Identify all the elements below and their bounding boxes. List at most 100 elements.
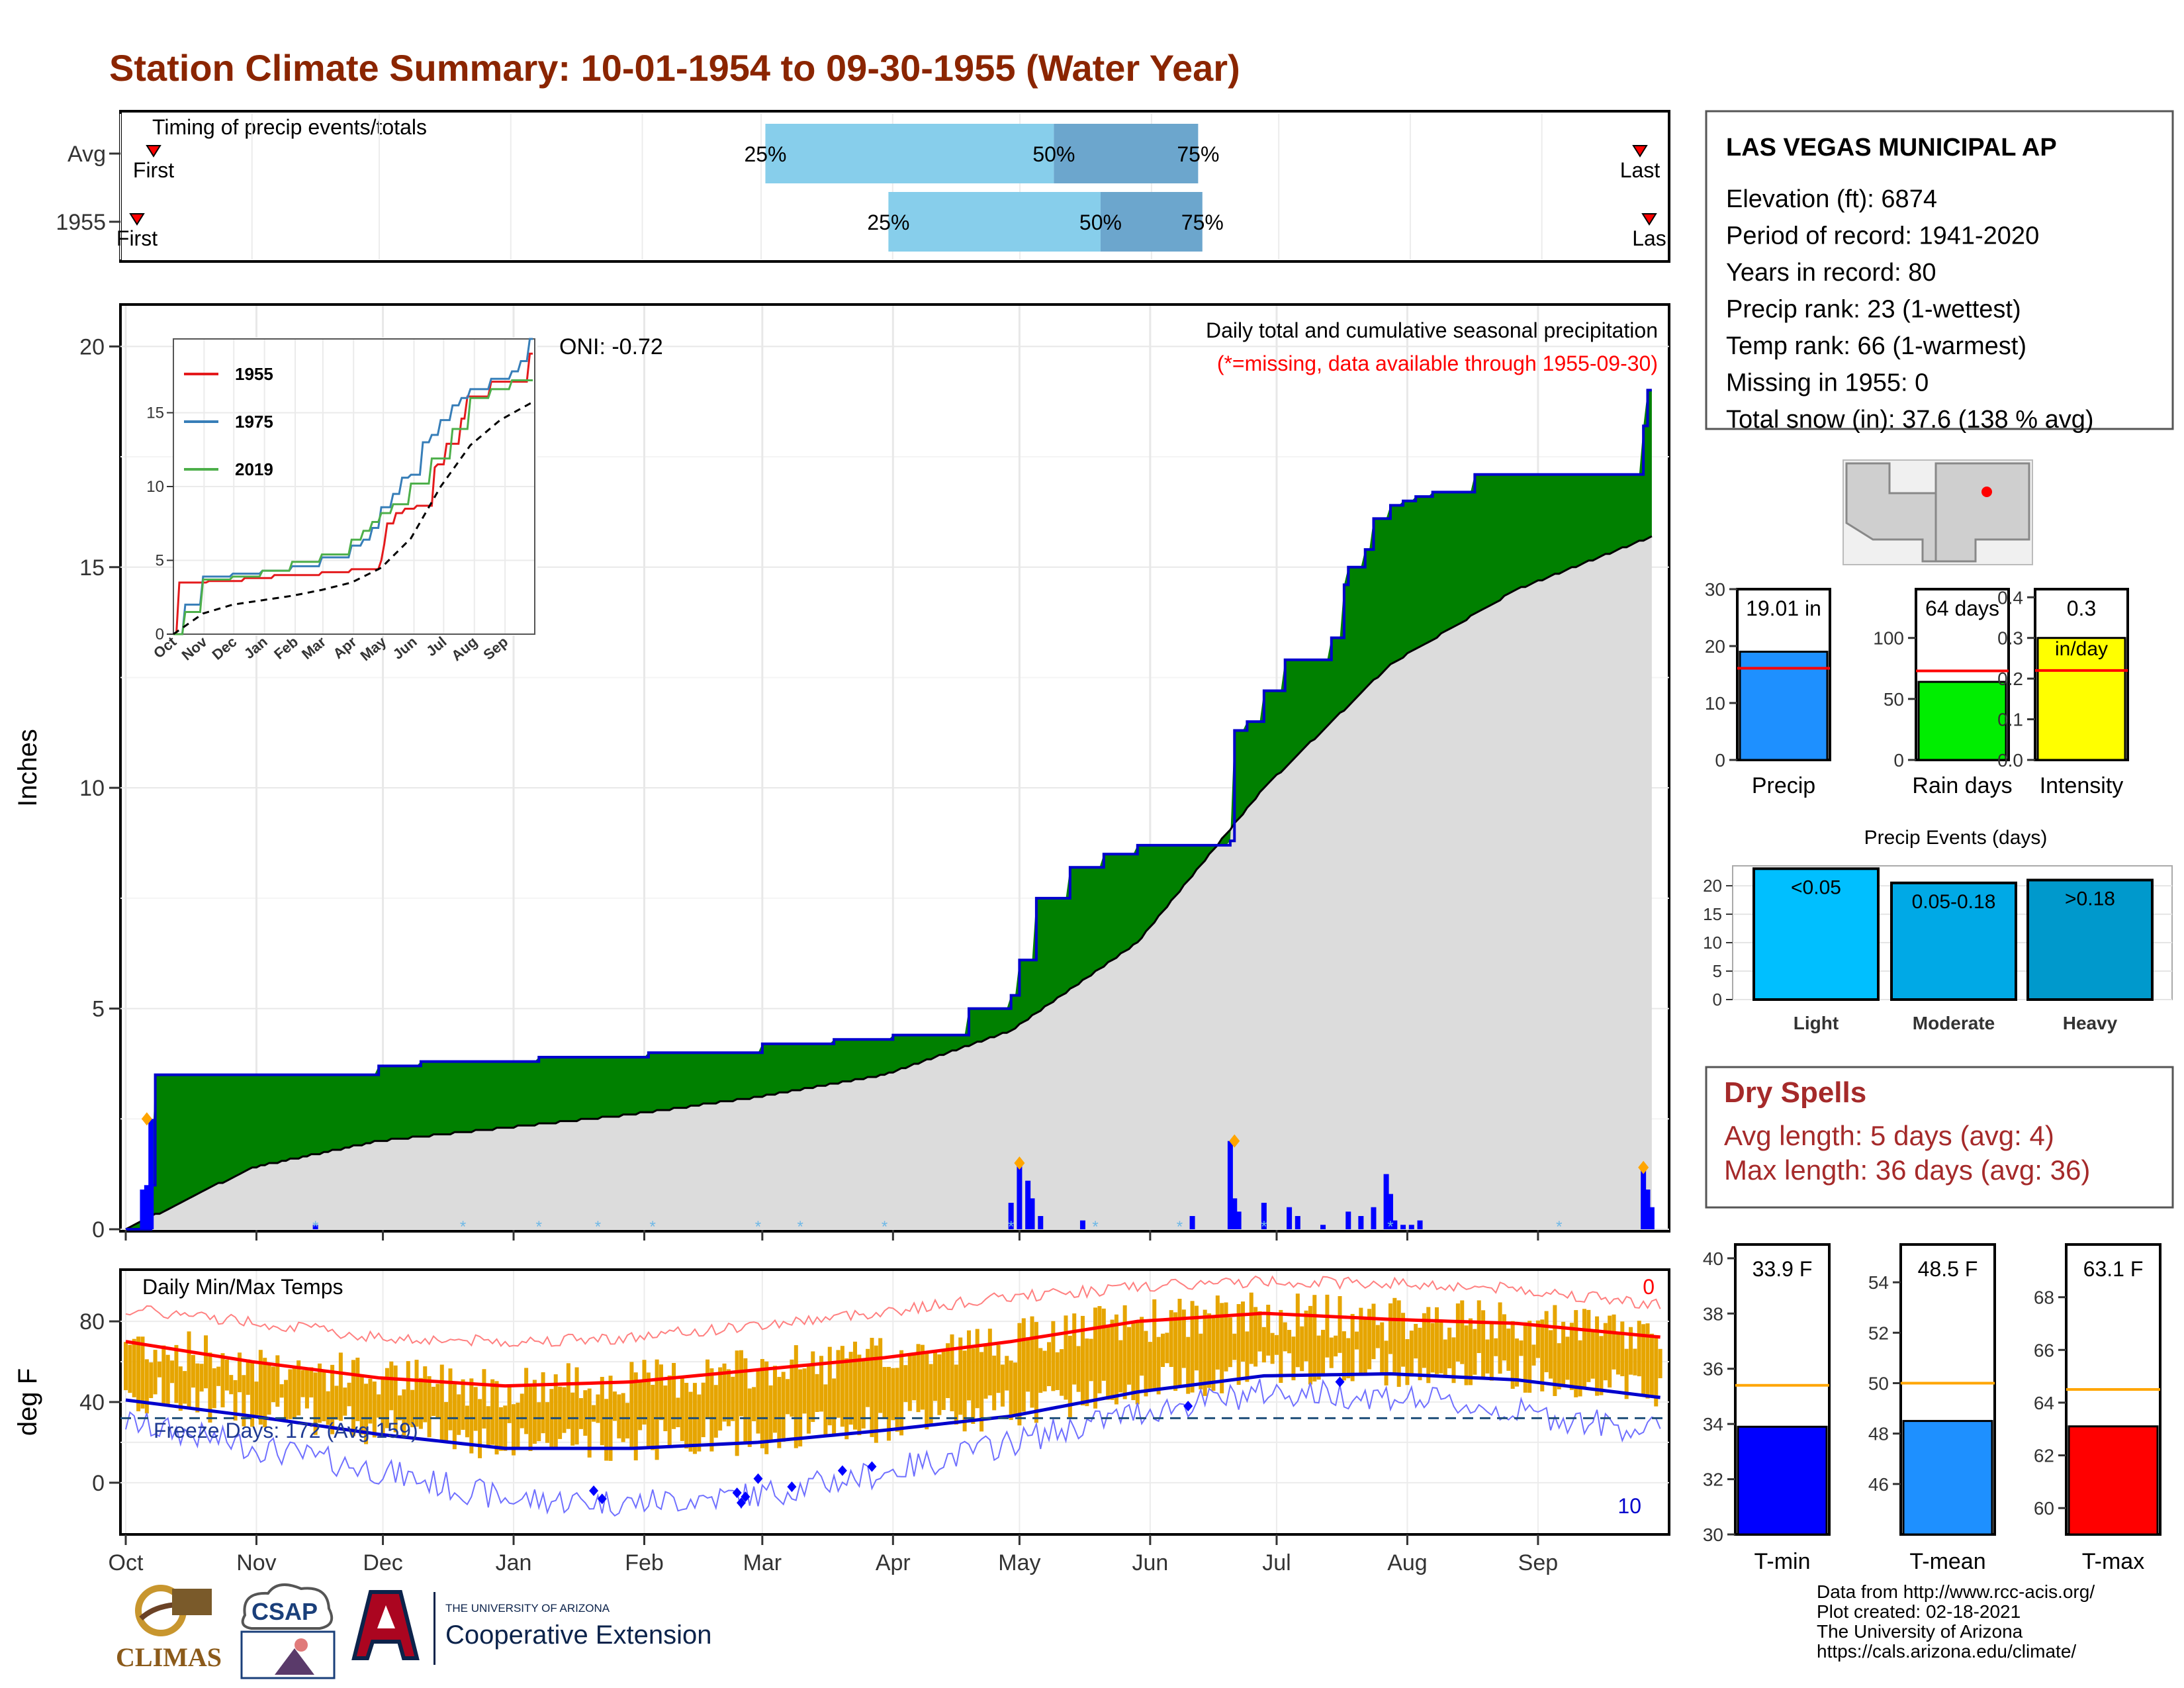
daily-temp-bar [183,1371,187,1404]
temp-summary-tick-label: 60 [2034,1498,2054,1519]
daily-temp-bar [646,1372,651,1449]
daily-temp-bar [224,1359,229,1391]
state-locator-map [1843,459,2033,565]
daily-temp-bar [1165,1333,1169,1364]
daily-temp-bar [1261,1327,1266,1363]
daily-temp-bar [128,1344,132,1393]
daily-temp-bar [735,1350,739,1456]
daily-precip-bar [144,1185,150,1229]
daily-temp-bar [220,1353,225,1408]
daily-temp-bar [1211,1317,1216,1391]
daily-temp-bar [322,1370,326,1422]
daily-temp-bar [1186,1336,1191,1394]
temp-summary-tick-label: 38 [1703,1303,1723,1324]
snow-marker: * [1261,1218,1267,1236]
daily-temp-bar [435,1383,440,1419]
daily-precip-bar [1189,1215,1195,1229]
mini-chart-tick-label: 0.4 [1997,587,2023,608]
daily-temp-bar [178,1366,183,1411]
daily-temp-bar [1325,1294,1330,1358]
daily-temp-bar [1295,1293,1300,1368]
daily-temp-bar [975,1329,979,1409]
daily-temp-bar [1363,1319,1367,1376]
daily-temp-bar [1612,1314,1616,1370]
daily-temp-bar [1569,1323,1574,1390]
coop-wordmark: Cooperative Extension [445,1620,711,1650]
temp-summary-value: 48.5 F [1918,1257,1978,1281]
first-event-marker [146,145,161,158]
record-low-marker [1335,1376,1345,1387]
summary-bar-charts: 19.01 in 0 10 20 30 Precip 64 days 0 50 100 Rain d… [1705,579,2129,798]
temp-summary-tick-label: 54 [1868,1272,1889,1293]
daily-temp-bar [1414,1323,1418,1359]
daily-temp-bar [516,1402,520,1448]
daily-temp-bar [979,1352,984,1432]
daily-temp-bar [1375,1325,1380,1348]
daily-temp-bar [1540,1319,1545,1391]
mini-chart-tick-label: 0 [1715,750,1725,771]
daily-temp-bar [1468,1318,1473,1385]
daily-temp-bar [187,1331,191,1408]
daily-precip-bar [1641,1167,1647,1229]
daily-temp-bar [886,1366,891,1441]
events-bar [2026,878,2154,1002]
daily-temp-bar [1557,1343,1561,1389]
timing-bar-50-75 [1100,192,1203,252]
logo-strip: CLIMAS CSAP THE UNIVERSITY OF ARIZONA Co… [116,1583,711,1679]
snow-marker: * [1008,1218,1014,1236]
daily-temp-bar [1135,1322,1140,1405]
daily-temp-bar [144,1359,149,1414]
station-info-lines: Elevation (ft): 6874 Period of record: 19… [1726,185,2094,434]
daily-temp-bar [444,1402,449,1440]
mini-chart-tick-label: 30 [1705,579,1725,600]
daily-temp-bar [1224,1302,1228,1372]
daily-temp-bar [338,1352,343,1421]
daily-temp-bar [465,1405,469,1438]
daily-temp-bar [1544,1311,1549,1372]
daily-temp-bar [1106,1325,1111,1400]
snow-marker: * [595,1218,601,1236]
daily-temp-bar [149,1362,154,1399]
daily-temp-bar [604,1399,609,1461]
daily-temp-bar [1199,1333,1203,1389]
daily-precip-bar [1320,1225,1326,1229]
precip-subheader: (*=missing, data available through 1955-… [1217,352,1658,375]
daily-precip-bar [1017,1162,1023,1229]
station-info-line: Missing in 1955: 0 [1726,369,1929,397]
daily-temp-bar [971,1348,976,1424]
last-event-label: Last [1620,158,1661,182]
station-info-line: Elevation (ft): 6874 [1726,185,1937,213]
daily-temp-bar [498,1407,503,1451]
daily-temp-bar [1097,1306,1102,1393]
daily-temp-bar [1190,1301,1195,1393]
daily-temp-bar [1401,1313,1406,1367]
daily-temp-bar [1603,1323,1608,1381]
daily-temp-bar [899,1350,904,1436]
daily-precip-bar [1417,1220,1423,1229]
daily-temp-bar [933,1350,938,1401]
daily-temp-bar [987,1329,992,1395]
daily-temp-bar [304,1368,309,1409]
temp-summary-bar [1902,1420,1993,1536]
temp-summary-tick-label: 30 [1703,1524,1723,1545]
precip-ylabel: Inches [13,729,42,807]
daily-temp-bar [267,1364,271,1415]
month-label: Apr [876,1550,911,1575]
daily-temp-bar [334,1385,339,1420]
daily-temp-bar [937,1354,942,1415]
daily-temp-bar [1473,1329,1477,1375]
daily-temp-bar [925,1351,929,1430]
daily-precip-bar [1029,1198,1035,1229]
avg-min-line [125,1372,1661,1450]
daily-temp-bar [553,1374,558,1448]
credit-line: https://cals.arizona.edu/climate/ [1817,1641,2077,1662]
oni-label: ONI: -0.72 [559,334,663,359]
daily-temp-bar [1515,1338,1520,1387]
daily-temp-bar [1481,1310,1486,1379]
timing-bar-25-50 [888,192,1101,252]
daily-temp-bar [532,1380,537,1444]
daily-temp-bar [263,1358,267,1428]
timing-row-label: 1955 [56,210,106,235]
month-label: Jul [1262,1550,1291,1575]
